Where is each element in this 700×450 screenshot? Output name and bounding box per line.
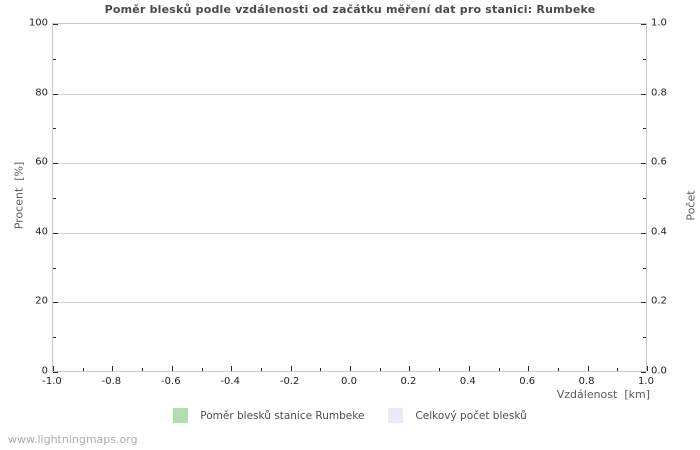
y-tick-left [53,24,58,25]
x-tick [557,368,559,371]
x-tick [528,366,530,371]
x-tick-label: 0.2 [400,376,417,387]
y-tick-left [53,128,56,130]
x-tick [320,368,322,371]
legend-swatch-total [388,408,404,423]
x-axis-label: Vzdálenost [km] [556,388,650,401]
gridline [53,163,646,165]
y-tick-label-right: 0.4 [651,226,667,238]
y-tick-right [641,163,646,165]
y-tick-label-left: 40 [35,226,48,238]
y-tick-left [53,58,56,60]
y-tick-left [53,232,58,234]
gridline [53,93,646,95]
y-tick-right [643,128,646,130]
y-tick-right [641,24,646,25]
x-tick-label: 0.6 [519,376,536,387]
y-tick-left [53,163,58,165]
legend-label-total: Celkový počet blesků [415,409,527,422]
y-tick-label-left: 80 [35,87,48,99]
x-tick [350,366,351,371]
y-tick-left [53,302,58,304]
y-tick-right [641,372,646,373]
x-tick [617,368,619,371]
y-tick-right [641,302,646,304]
x-tick-label: -1.0 [42,376,62,387]
x-tick [171,366,173,371]
x-tick [587,366,589,371]
y-tick-label-right: 0.2 [651,295,667,307]
x-tick [82,368,84,371]
legend-swatch-ratio [173,408,189,423]
x-tick [260,368,262,371]
x-tick-label: 0.0 [341,376,357,387]
y-tick-label-right: 1.0 [651,17,667,29]
y-tick-left [53,93,58,95]
watermark-link[interactable]: www.lightningmaps.org [8,433,138,446]
y-tick-right [643,58,646,60]
y-tick-label-right: 0.0 [651,365,667,377]
legend-label-ratio: Poměr blesků stanice Rumbeke [200,409,365,422]
x-tick [142,368,144,371]
y-tick-left [53,267,56,269]
x-tick-label: -0.2 [279,376,300,387]
x-tick-label: -0.6 [161,376,181,387]
x-tick-label: -0.4 [220,376,240,387]
legend-item-ratio: Poměr blesků stanice Rumbeke [173,408,364,423]
y-tick-right [643,267,646,269]
x-tick-label: 0.4 [459,376,476,387]
x-tick [53,366,54,371]
x-tick-label: 0.8 [578,376,595,387]
x-tick [468,366,470,371]
gridline [53,232,646,234]
legend-item-total: Celkový počet blesků [388,408,527,423]
x-tick [439,368,441,371]
y-tick-label-left: 100 [28,17,48,29]
y-tick-left [53,372,58,373]
y-tick-label-left: 0 [41,365,48,377]
x-tick [290,366,292,371]
y-tick-right [643,198,646,199]
y-tick-left [53,337,56,339]
x-tick-label: 1.0 [638,376,654,387]
y-tick-left [53,198,56,199]
y-axis-label-right: Počet [684,190,698,221]
x-tick [379,368,381,371]
x-tick [647,366,648,371]
chart-title: Poměr blesků podle vzdálenosti od začátk… [104,3,596,16]
x-tick [201,368,203,371]
y-tick-label-left: 60 [35,156,48,168]
x-tick [231,366,233,371]
x-tick [498,368,500,371]
x-tick [112,366,114,371]
y-tick-label-left: 20 [35,295,48,307]
gridline [53,302,646,304]
x-tick [409,366,411,371]
y-tick-label-right: 0.6 [651,156,667,168]
y-tick-right [643,337,646,339]
y-tick-label-right: 0.8 [651,87,667,99]
y-tick-right [641,93,646,95]
x-tick-label: -0.8 [101,376,122,387]
plot-area [52,23,648,373]
legend: Poměr blesků stanice Rumbeke Celkový poč… [0,408,700,423]
y-tick-right [641,232,646,234]
